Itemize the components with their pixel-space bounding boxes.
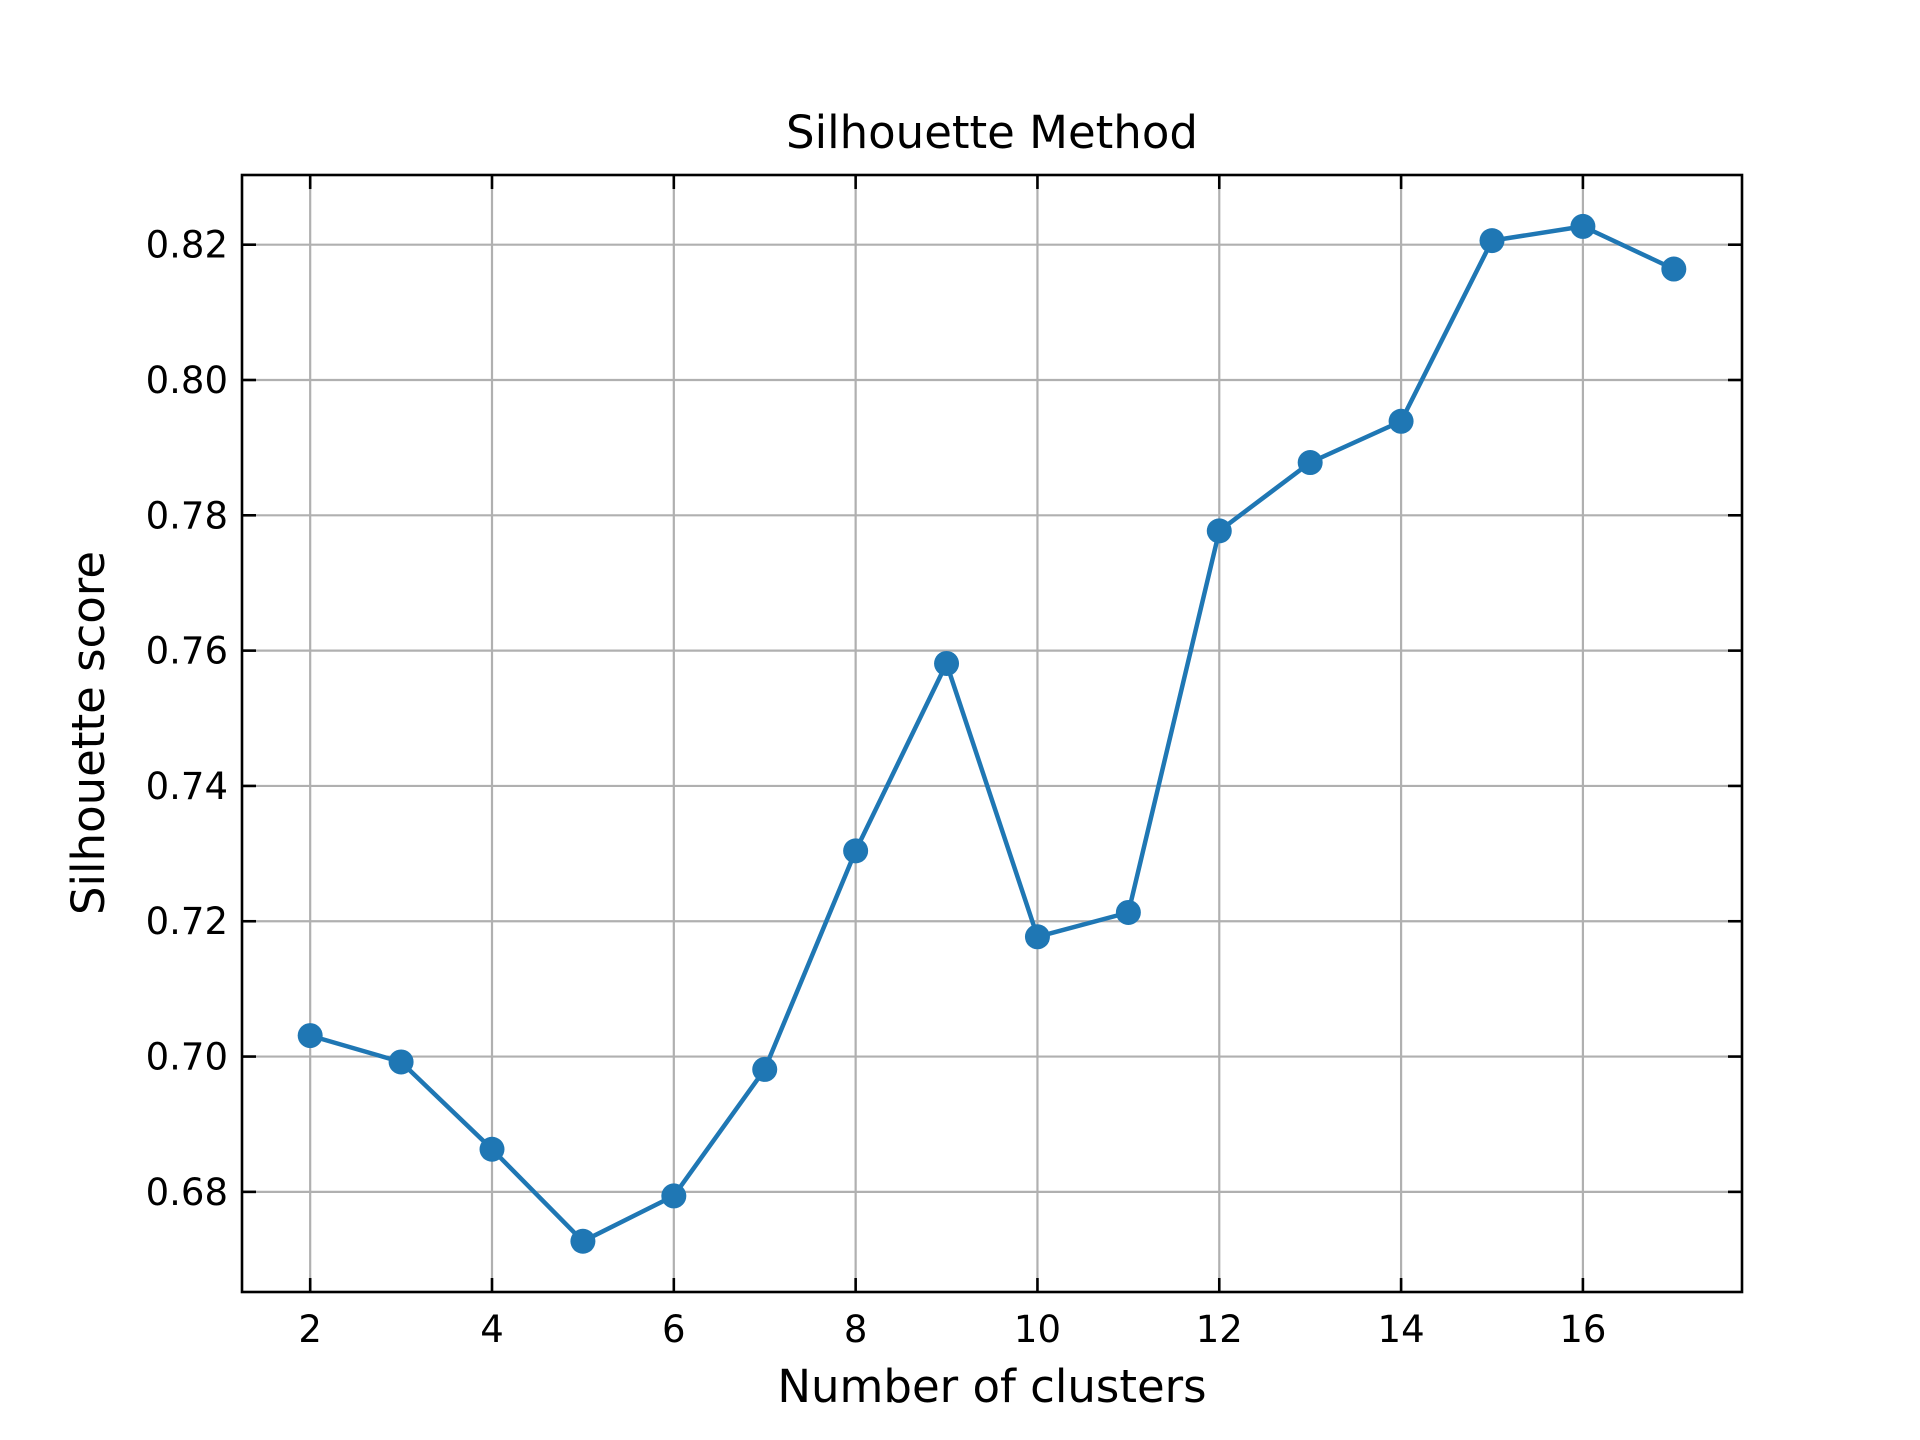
y-tick-label: 0.74 <box>146 765 228 808</box>
x-tick-label: 16 <box>1559 1308 1606 1351</box>
data-point <box>1115 899 1141 925</box>
ticks: 2 4 6 8 10 12 14 16 0.68 0.70 0.72 0.74 0.76 0.78 0.80… <box>146 175 1742 1351</box>
x-tick-label: 12 <box>1196 1308 1243 1351</box>
data-point <box>1479 228 1505 254</box>
data-point <box>934 650 960 676</box>
data-point <box>1570 213 1596 239</box>
x-tick-label: 2 <box>298 1308 322 1351</box>
y-tick-label: 0.80 <box>146 359 228 402</box>
data-point <box>388 1049 414 1075</box>
series-line <box>309 224 1675 1244</box>
data-point <box>479 1136 505 1162</box>
x-tick-label: 14 <box>1378 1308 1425 1351</box>
data-point <box>1206 518 1232 544</box>
data-point <box>1661 256 1687 282</box>
data-point <box>1024 924 1050 950</box>
x-tick-label: 4 <box>480 1308 504 1351</box>
y-tick-label: 0.70 <box>146 1036 228 1079</box>
data-series <box>297 213 1687 1254</box>
data-point <box>661 1183 687 1209</box>
y-axis-label: Silhouette score <box>62 551 115 915</box>
y-tick-label: 0.68 <box>146 1171 228 1214</box>
y-tick-label: 0.78 <box>146 494 228 537</box>
y-tick-label: 0.72 <box>146 900 228 943</box>
x-tick-label: 6 <box>662 1308 686 1351</box>
data-point <box>843 838 869 864</box>
y-tick-label: 0.76 <box>146 630 228 673</box>
data-point <box>297 1023 323 1049</box>
data-point <box>752 1056 778 1082</box>
data-point <box>570 1228 596 1254</box>
chart-title: Silhouette Method <box>786 106 1198 159</box>
y-tick-label: 0.82 <box>146 224 228 267</box>
grid <box>242 175 1742 1292</box>
x-tick-label: 10 <box>1014 1308 1061 1351</box>
plot-frame <box>240 173 1744 1294</box>
x-tick-label: 8 <box>844 1308 868 1351</box>
data-point <box>1297 450 1323 476</box>
x-axis-label: Number of clusters <box>777 1360 1206 1413</box>
data-point <box>1388 408 1414 434</box>
